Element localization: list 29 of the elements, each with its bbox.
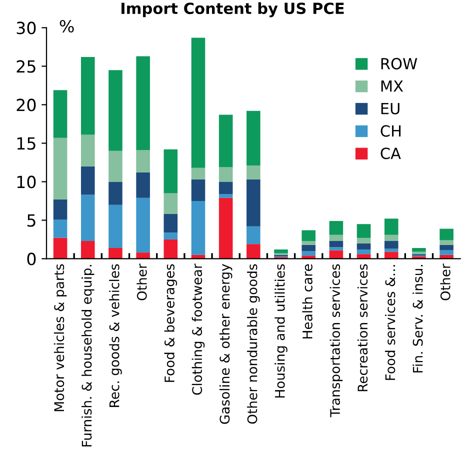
chart-title: Import Content by US PCE — [122, 2, 344, 18]
x-tick-label: Fin. Serv. & insu. — [412, 265, 423, 372]
x-tick-label: Housing and utilities — [274, 264, 288, 398]
x-tick-label: Motor vehicles & parts — [54, 264, 67, 412]
y-tick-label: 15 — [17, 137, 36, 150]
x-tick-label: Furnish. & household equip. — [82, 265, 94, 446]
x-tick-label: Food & beverages — [164, 264, 178, 382]
x-tick-label: Clothing & footwear — [192, 264, 205, 395]
x-tick-label: Recreation services — [357, 264, 368, 392]
y-tick-label: 5 — [27, 214, 36, 227]
x-tick-label: Health care — [302, 264, 312, 338]
x-tick-label: Gasoline & other energy — [219, 264, 232, 424]
x-tick-label: Transportation services — [330, 264, 343, 418]
legend-label: MX — [381, 80, 404, 92]
legend-label: CH — [380, 125, 401, 137]
x-tick-label: Other nondurable goods — [247, 264, 260, 424]
x-tick-label: Other — [440, 264, 450, 300]
y-tick-label: 30 — [16, 22, 36, 34]
legend-label: ROW — [381, 58, 418, 70]
legend-label: CA — [380, 148, 401, 160]
y-tick-label: 0 — [27, 252, 36, 266]
y-tick-label: 10 — [17, 176, 36, 188]
legend-label: EU — [381, 102, 400, 114]
x-tick-label: Rec. goods & vehicles — [109, 264, 122, 407]
y-tick-label: 25 — [16, 60, 36, 73]
y-axis-title: % — [60, 20, 74, 33]
y-tick-label: 20 — [16, 98, 36, 112]
x-tick-label: Other — [136, 264, 147, 300]
x-tick-label: Food services &… — [384, 265, 396, 380]
